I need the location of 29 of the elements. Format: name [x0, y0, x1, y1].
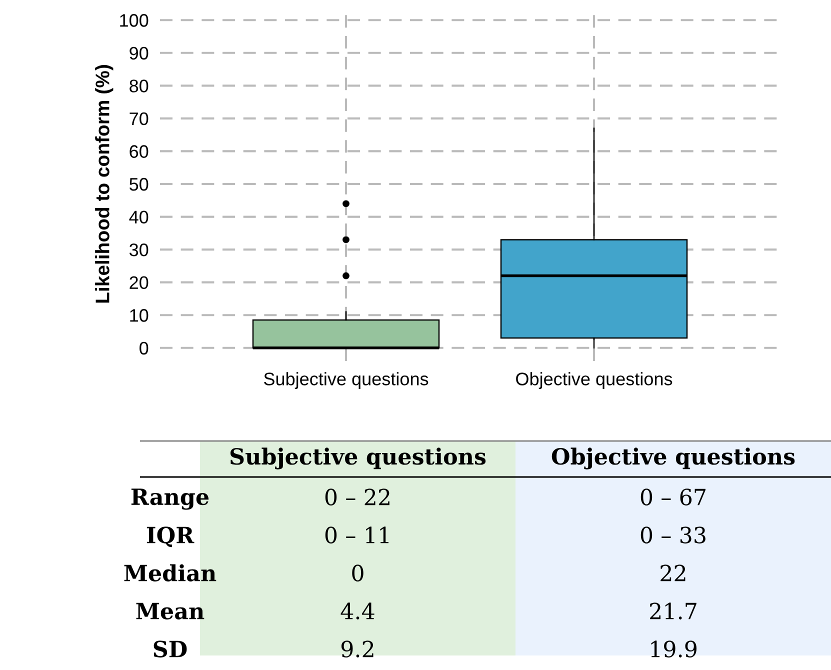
- y-tick-label: 20: [130, 276, 148, 290]
- y-tick-label: 30: [129, 243, 148, 256]
- text: 0 – 67: [640, 488, 706, 506]
- text: 19.9: [651, 640, 696, 658]
- category-label: Median: [124, 564, 216, 582]
- text: 0: [352, 564, 364, 582]
- text: 22: [660, 564, 686, 582]
- y-tick-label: 80: [130, 80, 148, 92]
- text: 0 – 33: [640, 526, 706, 544]
- category-label: Range: [131, 488, 209, 510]
- text: 0 – 11: [325, 526, 388, 544]
- y-tick-label: 40: [129, 210, 148, 224]
- y-tick-label: 60: [130, 145, 148, 158]
- y-tick-label: 70: [130, 112, 148, 126]
- y-tick-label: 100: [120, 14, 148, 27]
- category-label: SD: [154, 640, 187, 658]
- category-label: IQR: [146, 526, 194, 548]
- text: 21.7: [650, 602, 696, 620]
- text: 4.4: [340, 602, 374, 620]
- text: 9.2: [341, 640, 374, 658]
- y-tick-label: 0: [140, 342, 148, 355]
- category-label: Mean: [136, 602, 204, 620]
- category-label: Subjective questions: [230, 448, 486, 470]
- y-tick-label: 10: [130, 309, 148, 322]
- y-tick-label: 50: [130, 178, 148, 191]
- y-axis-title: Likelihood to conform (%): [95, 65, 114, 303]
- category-label: Objective questions: [552, 448, 795, 470]
- text: 0 – 22: [325, 488, 390, 506]
- y-tick-label: 90: [130, 46, 148, 60]
